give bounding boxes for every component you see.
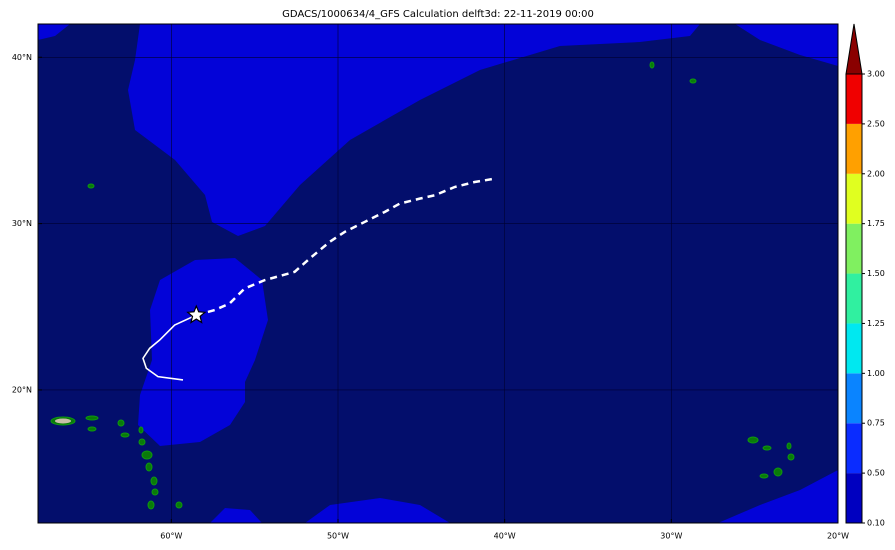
forecast-track <box>196 177 495 317</box>
x-tick-label: 50°W <box>327 532 349 541</box>
colorbar-band <box>846 273 862 324</box>
x-tick-label: 20°W <box>827 532 849 541</box>
colorbar-label: 1.00 <box>867 369 885 378</box>
colorbar-label: 0.50 <box>867 469 885 478</box>
wave-regions <box>38 24 838 523</box>
island-relief <box>55 418 71 424</box>
colorbar-label: 2.50 <box>867 119 885 128</box>
colorbar-band <box>846 323 862 374</box>
colorbar-band <box>846 74 862 124</box>
colorbar-label: 2.00 <box>867 169 885 178</box>
colorbar-band <box>846 223 862 274</box>
colorbar-band <box>846 373 862 424</box>
x-tick-label: 40°W <box>494 532 516 541</box>
observed-track <box>142 314 197 381</box>
colorbar-label: 0.10 <box>867 519 885 528</box>
y-tick-label: 20°N <box>12 385 32 394</box>
colorbar-label: 3.00 <box>867 70 885 79</box>
colorbar-label: 1.75 <box>867 219 885 228</box>
storm-position <box>186 304 207 324</box>
colorbar-band <box>846 123 862 174</box>
overlays: 60°W 50°W 40°W 30°W 20°W 20°N 30°N 40°N 0.10 0.50… <box>12 23 885 541</box>
islands <box>50 61 795 510</box>
colorbar-label: 1.25 <box>867 319 885 328</box>
colorbar-label: 1.50 <box>867 269 885 278</box>
colorbar-band <box>846 423 862 474</box>
colorbar-band <box>846 173 862 224</box>
map-area <box>38 24 838 523</box>
colorbar-label: 0.75 <box>867 419 885 428</box>
colorbar-extend <box>845 23 863 75</box>
graticule <box>38 24 838 523</box>
x-tick-label: 60°W <box>160 532 182 541</box>
y-tick-label: 30°N <box>12 219 32 228</box>
title: GDACS/1000634/4_GFS Calculation delft3d:… <box>282 9 594 20</box>
map-frame <box>37 23 839 524</box>
x-tick-label: 30°W <box>660 532 682 541</box>
colorbar-frame <box>845 73 863 524</box>
colorbar-band <box>846 473 862 523</box>
y-tick-label: 40°N <box>12 53 32 62</box>
